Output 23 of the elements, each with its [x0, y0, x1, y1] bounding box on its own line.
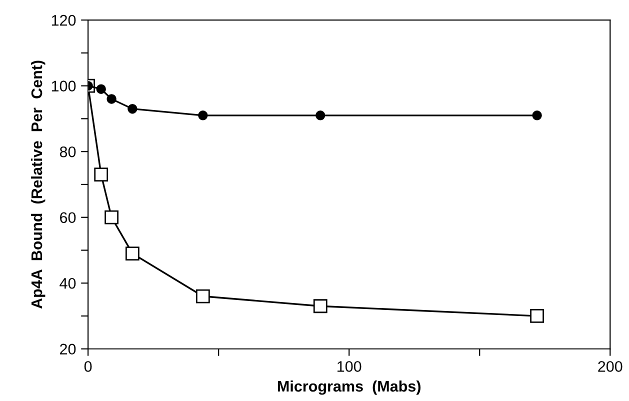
point: [196, 289, 210, 304]
x-axis-title: Micrograms (Mabs): [278, 380, 420, 395]
point: [125, 246, 140, 260]
x-tick-label: 100: [338, 361, 362, 372]
x-tick-label: 200: [598, 361, 622, 372]
y-tick-label: 120: [52, 14, 76, 26]
y-tick-label: 100: [52, 80, 76, 92]
point: [96, 84, 106, 94]
point: [106, 94, 116, 104]
point: [128, 104, 138, 114]
y-axis-title: Ap4A Bound (Relative Per Cent): [30, 60, 46, 309]
y-tick-label: 40: [60, 278, 76, 289]
point: [198, 110, 208, 120]
point: [94, 168, 108, 182]
x-tick-label: 0: [84, 361, 92, 372]
point: [316, 110, 326, 120]
y-tick-label: 60: [60, 212, 76, 224]
point: [530, 309, 544, 323]
y-tick-label: 80: [60, 146, 76, 158]
point: [532, 110, 542, 120]
y-tick-label: 20: [60, 344, 76, 355]
point: [313, 299, 328, 314]
point: [104, 210, 118, 224]
